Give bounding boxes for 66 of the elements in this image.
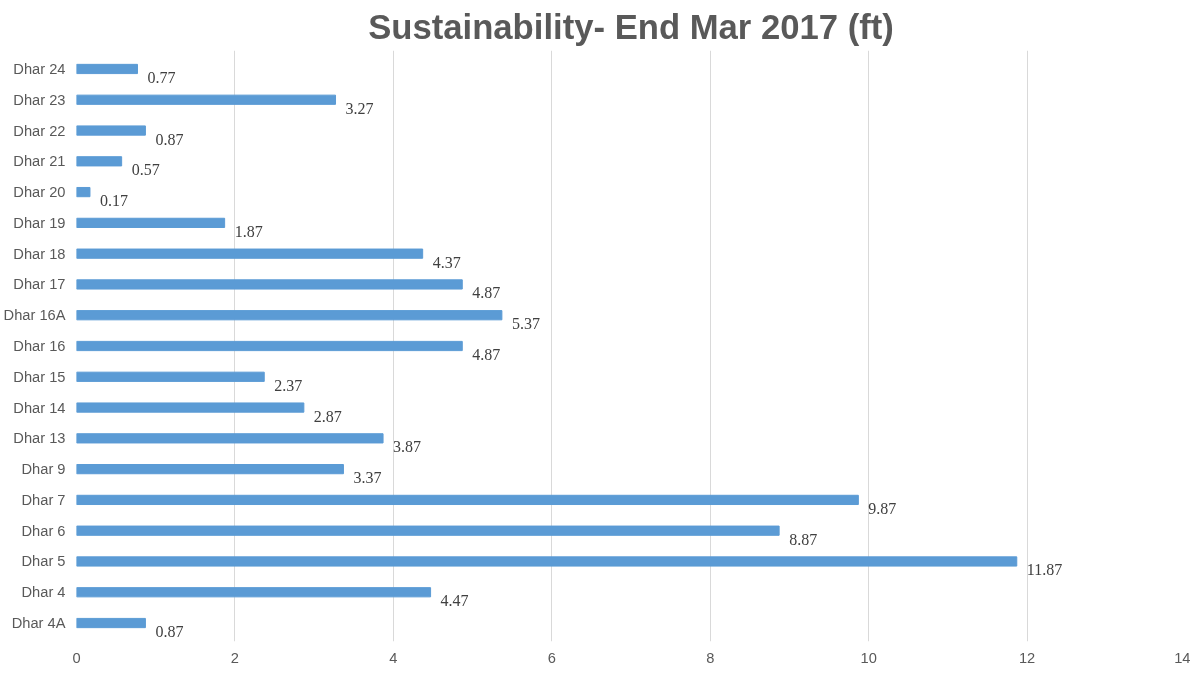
data-label: 0.87 <box>155 130 184 148</box>
data-label: 2.37 <box>274 376 303 394</box>
data-label: 11.87 <box>1026 561 1063 579</box>
y-tick-label: Dhar 4A <box>11 615 66 632</box>
bar <box>76 63 138 75</box>
y-tick-label: Dhar 13 <box>13 430 66 447</box>
data-label: 4.47 <box>440 592 469 610</box>
data-label: 2.87 <box>313 407 342 425</box>
bar <box>76 340 463 352</box>
data-label: 0.57 <box>131 161 160 179</box>
chart-title: Sustainability- End Mar 2017 (ft) <box>368 7 894 46</box>
y-tick-label: Dhar 21 <box>13 153 66 170</box>
bar <box>76 125 146 136</box>
y-tick-label: Dhar 18 <box>13 245 66 262</box>
data-label: 3.87 <box>393 438 422 456</box>
bar <box>76 556 1018 567</box>
bar <box>76 464 344 475</box>
bar <box>76 587 432 598</box>
y-tick-label: Dhar 4 <box>21 584 66 601</box>
bar <box>76 371 265 382</box>
y-tick-label: Dhar 17 <box>13 276 66 293</box>
bar <box>76 494 859 506</box>
bar <box>76 402 305 413</box>
y-tick-label: Dhar 7 <box>21 491 66 508</box>
x-tick-label: 4 <box>389 649 398 666</box>
bar <box>76 186 91 198</box>
x-tick-label: 0 <box>72 649 81 666</box>
data-label: 4.37 <box>432 253 461 271</box>
x-tick-label: 2 <box>230 649 240 666</box>
y-tick-label: Dhar 5 <box>21 553 66 570</box>
y-tick-label: Dhar 9 <box>21 461 66 478</box>
data-label: 3.37 <box>353 469 382 487</box>
bar <box>76 217 226 228</box>
data-label: 1.87 <box>234 222 263 240</box>
data-label: 5.37 <box>511 315 540 333</box>
bar <box>76 525 780 536</box>
bar <box>76 310 503 321</box>
bar <box>76 279 463 290</box>
x-tick-label: 12 <box>1018 649 1036 666</box>
y-tick-label: Dhar 20 <box>13 184 66 201</box>
y-tick-label: Dhar 16 <box>13 338 66 354</box>
x-tick-label: 8 <box>706 649 715 666</box>
data-label: 8.87 <box>789 530 818 548</box>
data-label: 0.87 <box>155 623 184 641</box>
bar <box>76 433 384 444</box>
y-tick-label: Dhar 14 <box>13 399 66 416</box>
bar <box>76 248 424 259</box>
data-label: 0.17 <box>99 192 128 210</box>
data-label: 9.87 <box>868 499 897 517</box>
y-tick-label: Dhar 16A <box>3 307 66 324</box>
y-tick-label: Dhar 23 <box>13 91 66 108</box>
data-label: 4.87 <box>472 346 501 363</box>
y-tick-label: Dhar 19 <box>13 214 66 231</box>
bar <box>76 156 123 167</box>
data-label: 0.77 <box>147 68 176 86</box>
bar <box>76 94 337 105</box>
bar <box>76 617 146 629</box>
y-tick-label: Dhar 24 <box>13 60 66 77</box>
data-label: 3.27 <box>345 99 374 117</box>
y-tick-label: Dhar 6 <box>21 522 66 539</box>
y-tick-label: Dhar 22 <box>13 122 66 139</box>
x-tick-label: 10 <box>860 649 877 666</box>
x-tick-label: 6 <box>547 649 556 666</box>
y-tick-label: Dhar 15 <box>13 368 66 385</box>
x-tick-label: 14 <box>1174 649 1191 666</box>
data-label: 4.87 <box>472 284 501 302</box>
